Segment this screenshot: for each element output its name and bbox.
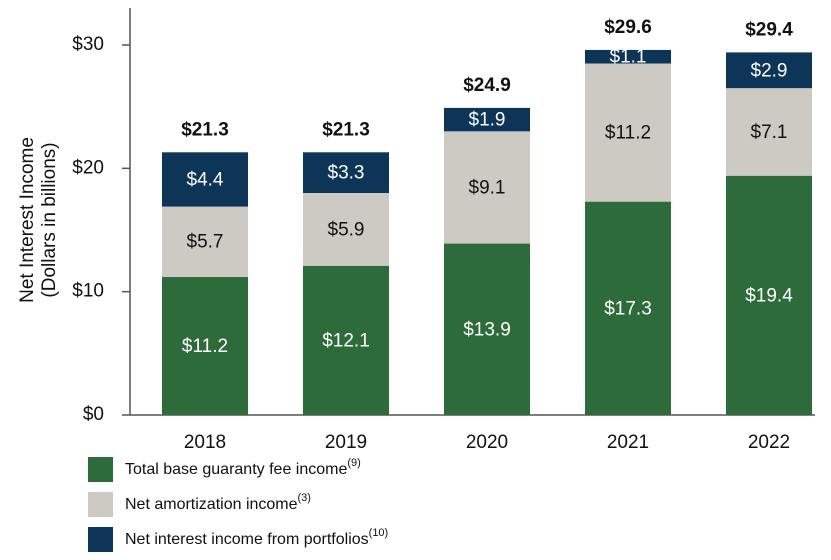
legend-label: Net interest income from portfolios(10) (125, 527, 388, 548)
y-axis-title-line: Net Interest Income (17, 137, 38, 303)
value-label: $11.2 (182, 336, 228, 357)
value-label: $3.3 (328, 163, 365, 184)
bar-segment (303, 193, 389, 266)
legend-footnote: (10) (369, 527, 389, 539)
value-label: $17.3 (604, 298, 652, 319)
bar-segment (303, 265, 389, 415)
value-label: $1.1 (610, 47, 647, 68)
total-label: $29.4 (745, 19, 793, 40)
value-label: $1.9 (469, 110, 506, 131)
total-label: $21.3 (322, 119, 370, 140)
legend-footnote: (9) (347, 457, 360, 469)
x-tick-label: 2019 (325, 432, 367, 453)
value-label: $2.9 (751, 60, 788, 81)
x-tick-label: 2018 (184, 432, 226, 453)
bar-segment (444, 131, 530, 244)
bar-segment (585, 49, 671, 64)
value-label: $5.9 (328, 219, 365, 240)
value-label: $13.9 (463, 319, 511, 340)
value-label: $11.2 (605, 123, 651, 144)
legend-footnote: (3) (298, 492, 311, 504)
total-label: $29.6 (604, 17, 652, 38)
total-label: $24.9 (463, 75, 511, 96)
y-tick-label: $30 (72, 34, 104, 55)
value-label: $7.1 (751, 122, 788, 143)
legend-item: Total base guaranty fee income(9) (88, 457, 361, 482)
bar-segment (162, 276, 248, 415)
y-tick-label: $20 (72, 157, 104, 178)
y-tick-label: $10 (72, 281, 104, 302)
y-axis-title-line: (Dollars in billions) (39, 142, 60, 297)
legend-name: Net interest income from portfolios (125, 531, 369, 548)
bar-segment (444, 107, 530, 132)
value-label: $9.1 (469, 177, 506, 198)
x-tick-label: 2021 (607, 432, 649, 453)
value-label: $19.4 (745, 285, 793, 306)
value-label: $12.1 (322, 330, 370, 351)
value-label: $5.7 (187, 232, 224, 253)
bar-segment (726, 88, 812, 176)
legend-label: Total base guaranty fee income(9) (125, 457, 361, 478)
legend-item: Net interest income from portfolios(10) (88, 527, 388, 552)
bar-segment (585, 63, 671, 202)
bar-segment (162, 152, 248, 207)
legend-swatch (88, 457, 113, 482)
legend-item: Net amortization income(3) (88, 492, 311, 517)
bar-segment (585, 201, 671, 415)
y-axis-title: Net Interest Income (Dollars in billions… (17, 137, 60, 303)
bar-segment (726, 175, 812, 415)
x-tick-label: 2022 (748, 432, 790, 453)
legend-swatch (88, 492, 113, 517)
legend-label: Net amortization income(3) (125, 492, 311, 513)
y-tick-label: $0 (83, 404, 104, 425)
bar-segment (303, 152, 389, 193)
legend-name: Net amortization income (125, 496, 298, 513)
value-label: $4.4 (187, 169, 224, 190)
bar-segment (162, 206, 248, 277)
legend-swatch (88, 527, 113, 552)
x-tick-label: 2020 (466, 432, 508, 453)
bar-segment (444, 243, 530, 415)
legend-name: Total base guaranty fee income (125, 461, 347, 478)
total-label: $21.3 (181, 119, 229, 140)
bar-segment (726, 52, 812, 89)
